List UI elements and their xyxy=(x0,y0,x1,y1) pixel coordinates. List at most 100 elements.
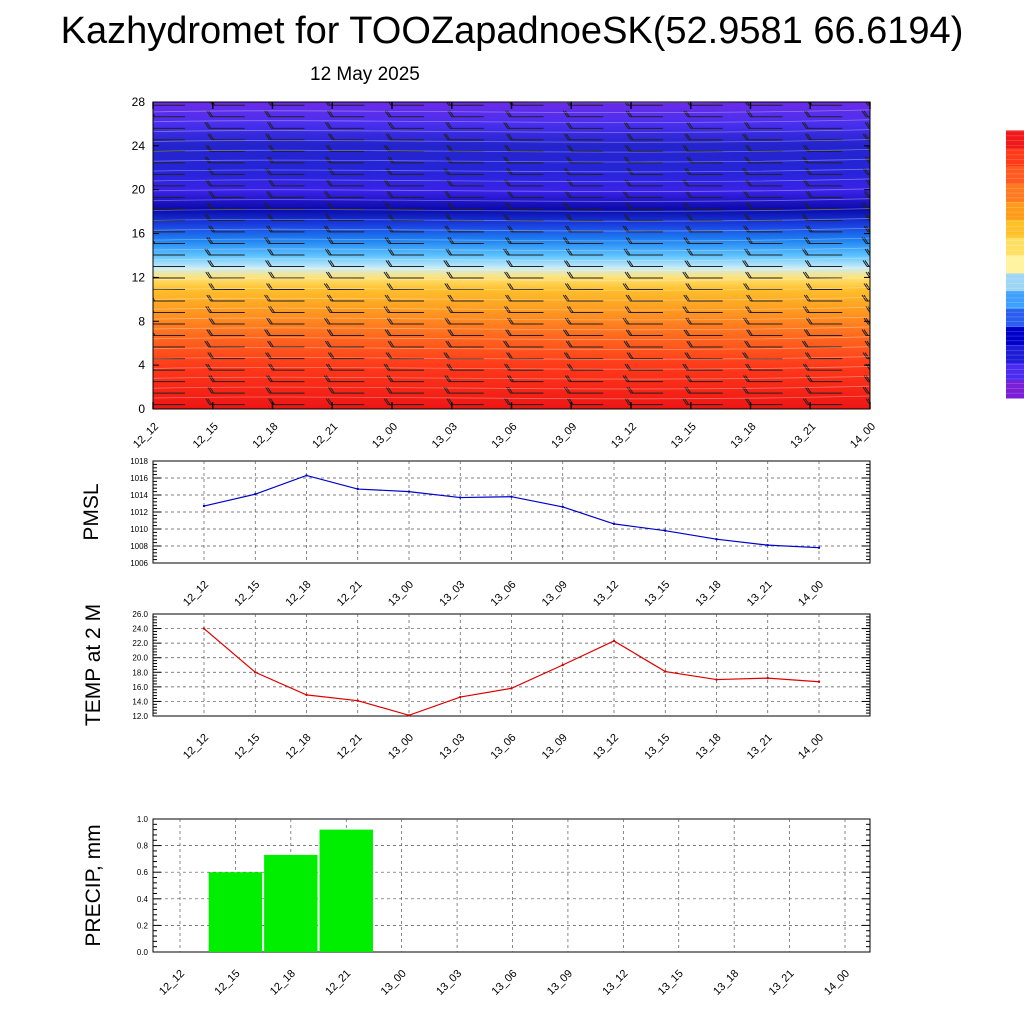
y-tick-label: 8 xyxy=(138,314,145,328)
wind-barb xyxy=(744,122,783,129)
colorbar xyxy=(1006,111,1024,399)
wind-barb xyxy=(686,340,723,348)
data-point xyxy=(766,676,769,680)
y-tick-label: 16 xyxy=(132,227,146,241)
wind-barb xyxy=(626,168,663,175)
wind-barb xyxy=(153,239,185,244)
contour-line xyxy=(153,119,870,123)
wind-barb xyxy=(387,248,424,256)
wind-barb xyxy=(801,156,843,164)
contour-line xyxy=(153,178,870,183)
wind-barb xyxy=(683,329,723,337)
wind-barb xyxy=(324,214,365,221)
y-tick-label: 22.0 xyxy=(132,639,148,648)
wind-barb xyxy=(207,352,245,360)
x-tick-label: 12_15 xyxy=(212,968,242,998)
wind-barb xyxy=(384,294,424,302)
wind-barb xyxy=(505,329,544,337)
colorbar-swatch xyxy=(1006,129,1024,149)
x-tick-label: 13_00 xyxy=(370,421,400,451)
contour-line xyxy=(153,336,870,340)
wind-barb xyxy=(924,145,962,151)
wind-barb xyxy=(622,191,663,198)
contour-line xyxy=(153,346,870,350)
x-tick-label: 13_15 xyxy=(642,732,672,762)
wind-barb xyxy=(625,202,663,210)
wind-barb xyxy=(208,225,245,233)
wind-barb xyxy=(803,237,843,244)
wind-barb xyxy=(802,398,843,406)
data-point xyxy=(664,529,667,532)
wind-barb xyxy=(683,110,723,118)
y-tick-label: 1012 xyxy=(130,508,148,517)
contour-line xyxy=(153,306,870,311)
wind-barb xyxy=(861,202,870,210)
data-point xyxy=(561,663,564,667)
x-tick-label: 13_03 xyxy=(430,421,460,451)
data-point xyxy=(356,699,359,702)
wind-barb xyxy=(447,329,484,337)
wind-barb xyxy=(387,214,424,221)
x-tick-label: 13_18 xyxy=(694,732,724,762)
precip-panel: 0.0 0.2 0.4 0.6 0.8 1.0 12_12 12_15 12_18 12_21 13… xyxy=(82,815,871,998)
wind-barb xyxy=(861,110,870,118)
wind-barb xyxy=(443,168,484,175)
wind-barb xyxy=(267,340,305,348)
contour-line xyxy=(153,316,870,321)
wind-barb xyxy=(266,225,305,233)
wind-barb xyxy=(205,179,245,187)
wind-barb xyxy=(862,168,870,175)
x-tick-label: 14_00 xyxy=(796,732,826,762)
wind-barb xyxy=(864,122,870,129)
x-tick-label: 13_18 xyxy=(729,421,759,451)
wind-barb xyxy=(745,271,783,279)
wind-barb xyxy=(746,329,783,337)
wind-barb xyxy=(385,352,424,360)
heatmap-panel: 0 4 8 12 16 20 24 28 12_12 12_15 12_18 12_21 13_00 13… xyxy=(131,95,962,451)
wind-barb xyxy=(383,271,424,279)
wind-barb xyxy=(624,271,663,279)
y-tick-label: 26.0 xyxy=(132,610,148,619)
wind-barb xyxy=(565,214,604,221)
wind-barb xyxy=(623,214,663,221)
wind-barb xyxy=(204,122,245,129)
wind-barb xyxy=(445,122,484,129)
x-tick-label: 13_09 xyxy=(540,579,570,609)
wind-barb xyxy=(444,375,484,383)
data-point xyxy=(459,695,462,699)
wind-barb xyxy=(204,156,245,164)
contour-line xyxy=(153,296,870,301)
wind-barb xyxy=(445,156,484,164)
wind-barb xyxy=(742,133,783,141)
x-tick-label: 12_15 xyxy=(232,579,262,609)
wind-barb xyxy=(507,317,544,325)
wind-barb xyxy=(268,306,305,314)
wind-barb xyxy=(565,156,604,164)
wind-barb xyxy=(326,202,365,210)
x-tick-label: 13_06 xyxy=(489,579,519,609)
wind-barb xyxy=(865,271,870,279)
wind-barb xyxy=(564,191,604,198)
x-tick-label: 13_12 xyxy=(591,732,621,762)
wind-barb xyxy=(865,363,870,371)
wind-barb xyxy=(563,260,604,267)
wind-barb xyxy=(804,168,843,175)
wind-barb xyxy=(802,271,843,279)
wind-barb xyxy=(386,375,424,383)
precip-bar xyxy=(208,872,263,952)
wind-barb xyxy=(625,329,663,337)
wind-barb xyxy=(444,283,484,290)
x-tick-label: 13_18 xyxy=(711,968,741,998)
data-point xyxy=(510,687,513,690)
wind-barb xyxy=(684,133,723,141)
wind-barb xyxy=(744,340,783,348)
wind-barb xyxy=(326,329,365,337)
wind-barb xyxy=(862,133,870,141)
wind-barb xyxy=(746,202,783,210)
wind-barb xyxy=(802,179,843,187)
x-tick-label: 12_12 xyxy=(181,732,211,762)
wind-barb xyxy=(805,283,843,290)
heatmap-fill xyxy=(153,102,870,409)
wind-barb xyxy=(566,306,604,314)
y-axis-title: PRECIP, mm xyxy=(82,824,105,946)
